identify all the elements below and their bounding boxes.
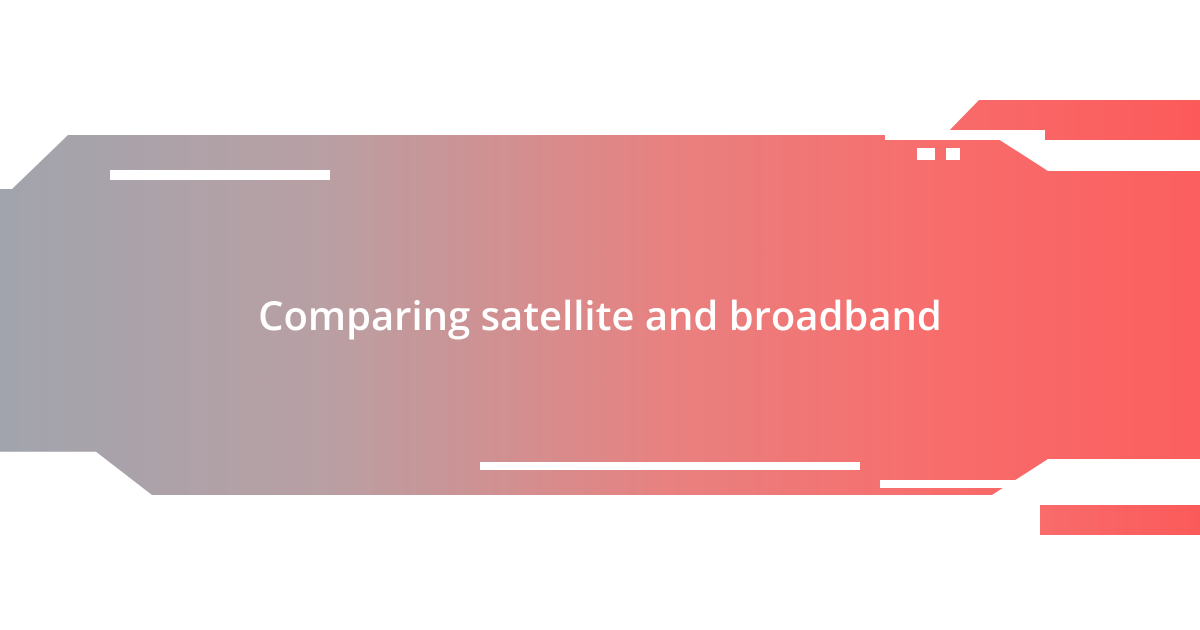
accent-dot — [946, 148, 960, 160]
accent-line — [480, 462, 860, 470]
accent-line — [110, 170, 330, 180]
accent-line — [885, 130, 1045, 140]
accent-dot — [917, 148, 935, 160]
accent-shape-bottom-right — [1040, 505, 1200, 535]
banner-title: Comparing satellite and broadband — [250, 289, 950, 341]
accent-line — [880, 480, 1040, 488]
accent-line — [760, 500, 1000, 510]
